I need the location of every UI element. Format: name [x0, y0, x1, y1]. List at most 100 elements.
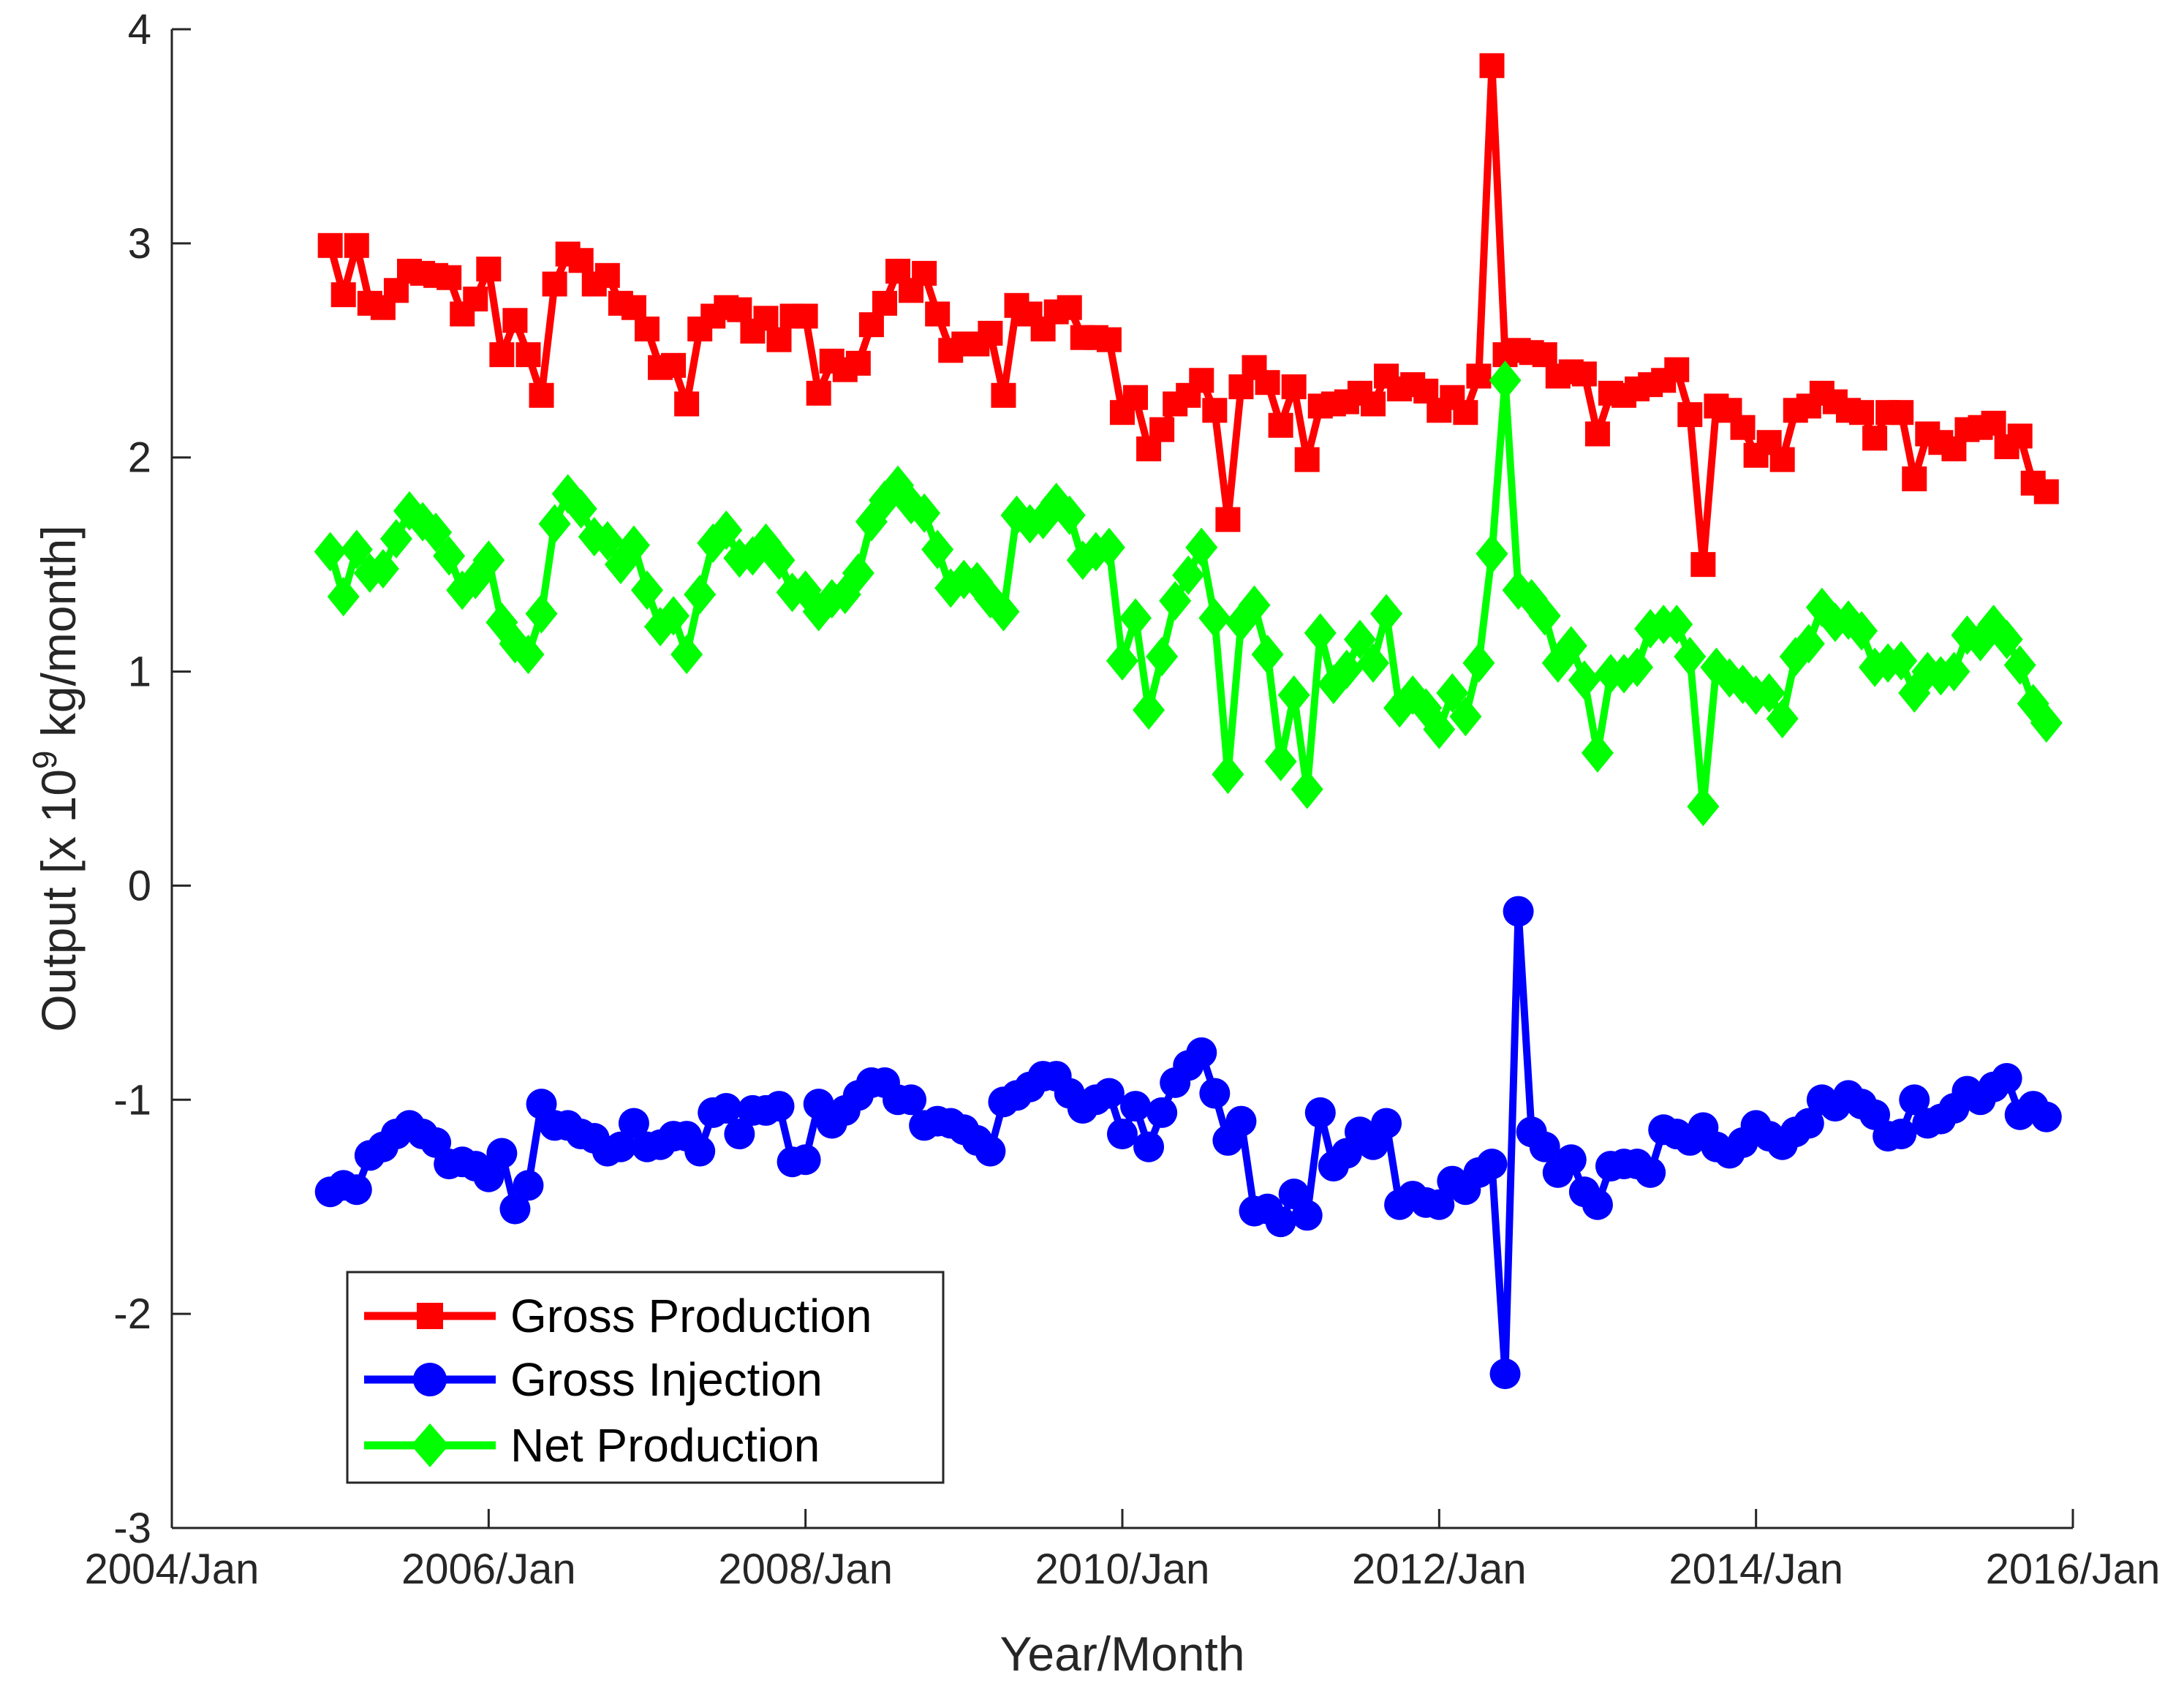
data-point-gross-production — [978, 320, 1003, 346]
x-tick-label: 2014/Jan — [1669, 1546, 1843, 1593]
data-point-gross-injection — [724, 1119, 755, 1150]
data-point-gross-injection — [711, 1093, 742, 1124]
data-point-gross-production — [489, 342, 515, 368]
data-point-net-production — [630, 570, 663, 610]
data-point-gross-production — [1281, 374, 1307, 400]
legend-label-gross-production: Gross Production — [510, 1290, 872, 1342]
data-point-gross-production — [1664, 357, 1690, 382]
data-point-net-production — [1674, 637, 1707, 677]
x-tick-label: 2016/Jan — [1986, 1546, 2161, 1593]
data-point-net-production — [512, 635, 545, 675]
data-point-net-production — [1436, 673, 1469, 713]
data-point-net-production — [433, 536, 466, 576]
data-point-gross-production — [1690, 552, 1716, 578]
data-point-net-production — [1159, 580, 1192, 621]
data-point-gross-production — [1255, 370, 1280, 396]
data-point-gross-injection — [1133, 1131, 1165, 1162]
data-point-gross-production — [463, 287, 488, 311]
data-point-gross-injection — [473, 1161, 505, 1192]
y-tick-label: 2 — [128, 434, 151, 482]
data-point-net-production — [1554, 626, 1587, 666]
data-point-net-production — [1370, 594, 1403, 634]
data-point-net-production — [1753, 673, 1786, 713]
data-point-gross-production — [766, 327, 792, 352]
data-point-gross-injection — [1555, 1144, 1587, 1176]
data-point-gross-injection — [1899, 1084, 1930, 1116]
data-point-net-production — [842, 553, 874, 593]
y-axis-title-suffix: kg/month] — [31, 525, 86, 750]
data-point-net-production — [1687, 787, 1720, 827]
data-point-net-production — [1277, 675, 1310, 715]
data-point-gross-production — [674, 391, 700, 417]
series-gross-injection — [314, 896, 2062, 1390]
data-point-gross-production — [1571, 361, 1597, 387]
data-point-gross-production — [1849, 400, 1875, 425]
data-point-gross-injection — [1886, 1119, 1917, 1150]
data-point-gross-production — [502, 308, 528, 333]
data-point-net-production — [1106, 640, 1138, 681]
data-point-gross-production — [542, 271, 567, 297]
data-point-gross-production — [1360, 391, 1386, 417]
data-point-gross-production — [621, 295, 646, 320]
data-point-gross-production — [515, 342, 541, 368]
data-point-gross-injection — [1106, 1119, 1138, 1150]
data-point-gross-injection — [605, 1131, 636, 1162]
data-point-gross-production — [594, 262, 620, 288]
data-point-net-production — [1489, 360, 1522, 401]
x-tick-label: 2006/Jan — [401, 1546, 576, 1593]
y-tick-label: 0 — [128, 862, 151, 909]
legend-marker-net-production — [411, 1423, 449, 1467]
data-point-gross-production — [991, 382, 1016, 408]
data-point-net-production — [1304, 613, 1337, 653]
data-point-net-production — [1885, 640, 1918, 681]
data-point-gross-production — [1202, 398, 1228, 423]
data-point-net-production — [327, 577, 360, 617]
data-point-net-production — [2003, 645, 2036, 685]
data-point-gross-production — [317, 232, 343, 258]
data-point-gross-production — [1268, 412, 1293, 438]
y-axis-title: Output [x 109 kg/month] — [26, 525, 86, 1032]
data-point-net-production — [366, 549, 399, 589]
data-point-gross-injection — [1503, 896, 1534, 927]
data-point-net-production — [1462, 643, 1495, 683]
data-point-gross-injection — [975, 1135, 1006, 1167]
legend-item-gross-production: Gross Production — [364, 1290, 872, 1342]
data-point-net-production — [564, 489, 597, 529]
data-point-gross-injection — [499, 1193, 531, 1225]
data-point-net-production — [340, 529, 373, 570]
data-point-net-production — [1356, 643, 1389, 683]
data-point-net-production — [1343, 619, 1376, 659]
data-point-gross-injection — [684, 1135, 716, 1167]
x-axis-title: Year/Month — [1000, 1627, 1244, 1681]
data-point-gross-production — [1123, 385, 1149, 410]
data-point-net-production — [1475, 534, 1508, 574]
data-point-gross-injection — [2030, 1101, 2062, 1132]
data-point-net-production — [1621, 647, 1654, 687]
data-point-net-production — [763, 540, 796, 580]
data-point-net-production — [1449, 697, 1482, 737]
data-point-gross-injection — [1635, 1157, 1666, 1188]
data-point-net-production — [472, 540, 505, 580]
data-point-gross-production — [1584, 421, 1610, 447]
data-point-gross-production — [661, 352, 687, 378]
data-point-net-production — [1212, 754, 1244, 795]
data-point-net-production — [591, 521, 624, 561]
data-point-gross-injection — [618, 1108, 649, 1139]
data-point-net-production — [525, 594, 558, 634]
data-point-net-production — [1528, 596, 1561, 636]
series-net-production — [314, 360, 2063, 827]
data-point-gross-injection — [1199, 1078, 1231, 1109]
legend-item-gross-injection: Gross Injection — [364, 1353, 823, 1406]
y-tick-label: -2 — [113, 1290, 151, 1338]
data-point-gross-injection — [1291, 1200, 1323, 1231]
data-point-net-production — [1185, 527, 1218, 567]
data-point-gross-production — [634, 317, 660, 341]
data-point-gross-injection — [763, 1091, 795, 1122]
data-point-gross-production — [727, 297, 752, 322]
data-point-gross-injection — [341, 1174, 372, 1206]
data-point-gross-injection — [1991, 1063, 2022, 1094]
data-point-gross-production — [1677, 402, 1703, 428]
data-point-gross-production — [1902, 466, 1927, 491]
data-point-gross-production — [344, 232, 369, 258]
x-tick-label: 2012/Jan — [1352, 1546, 1527, 1593]
